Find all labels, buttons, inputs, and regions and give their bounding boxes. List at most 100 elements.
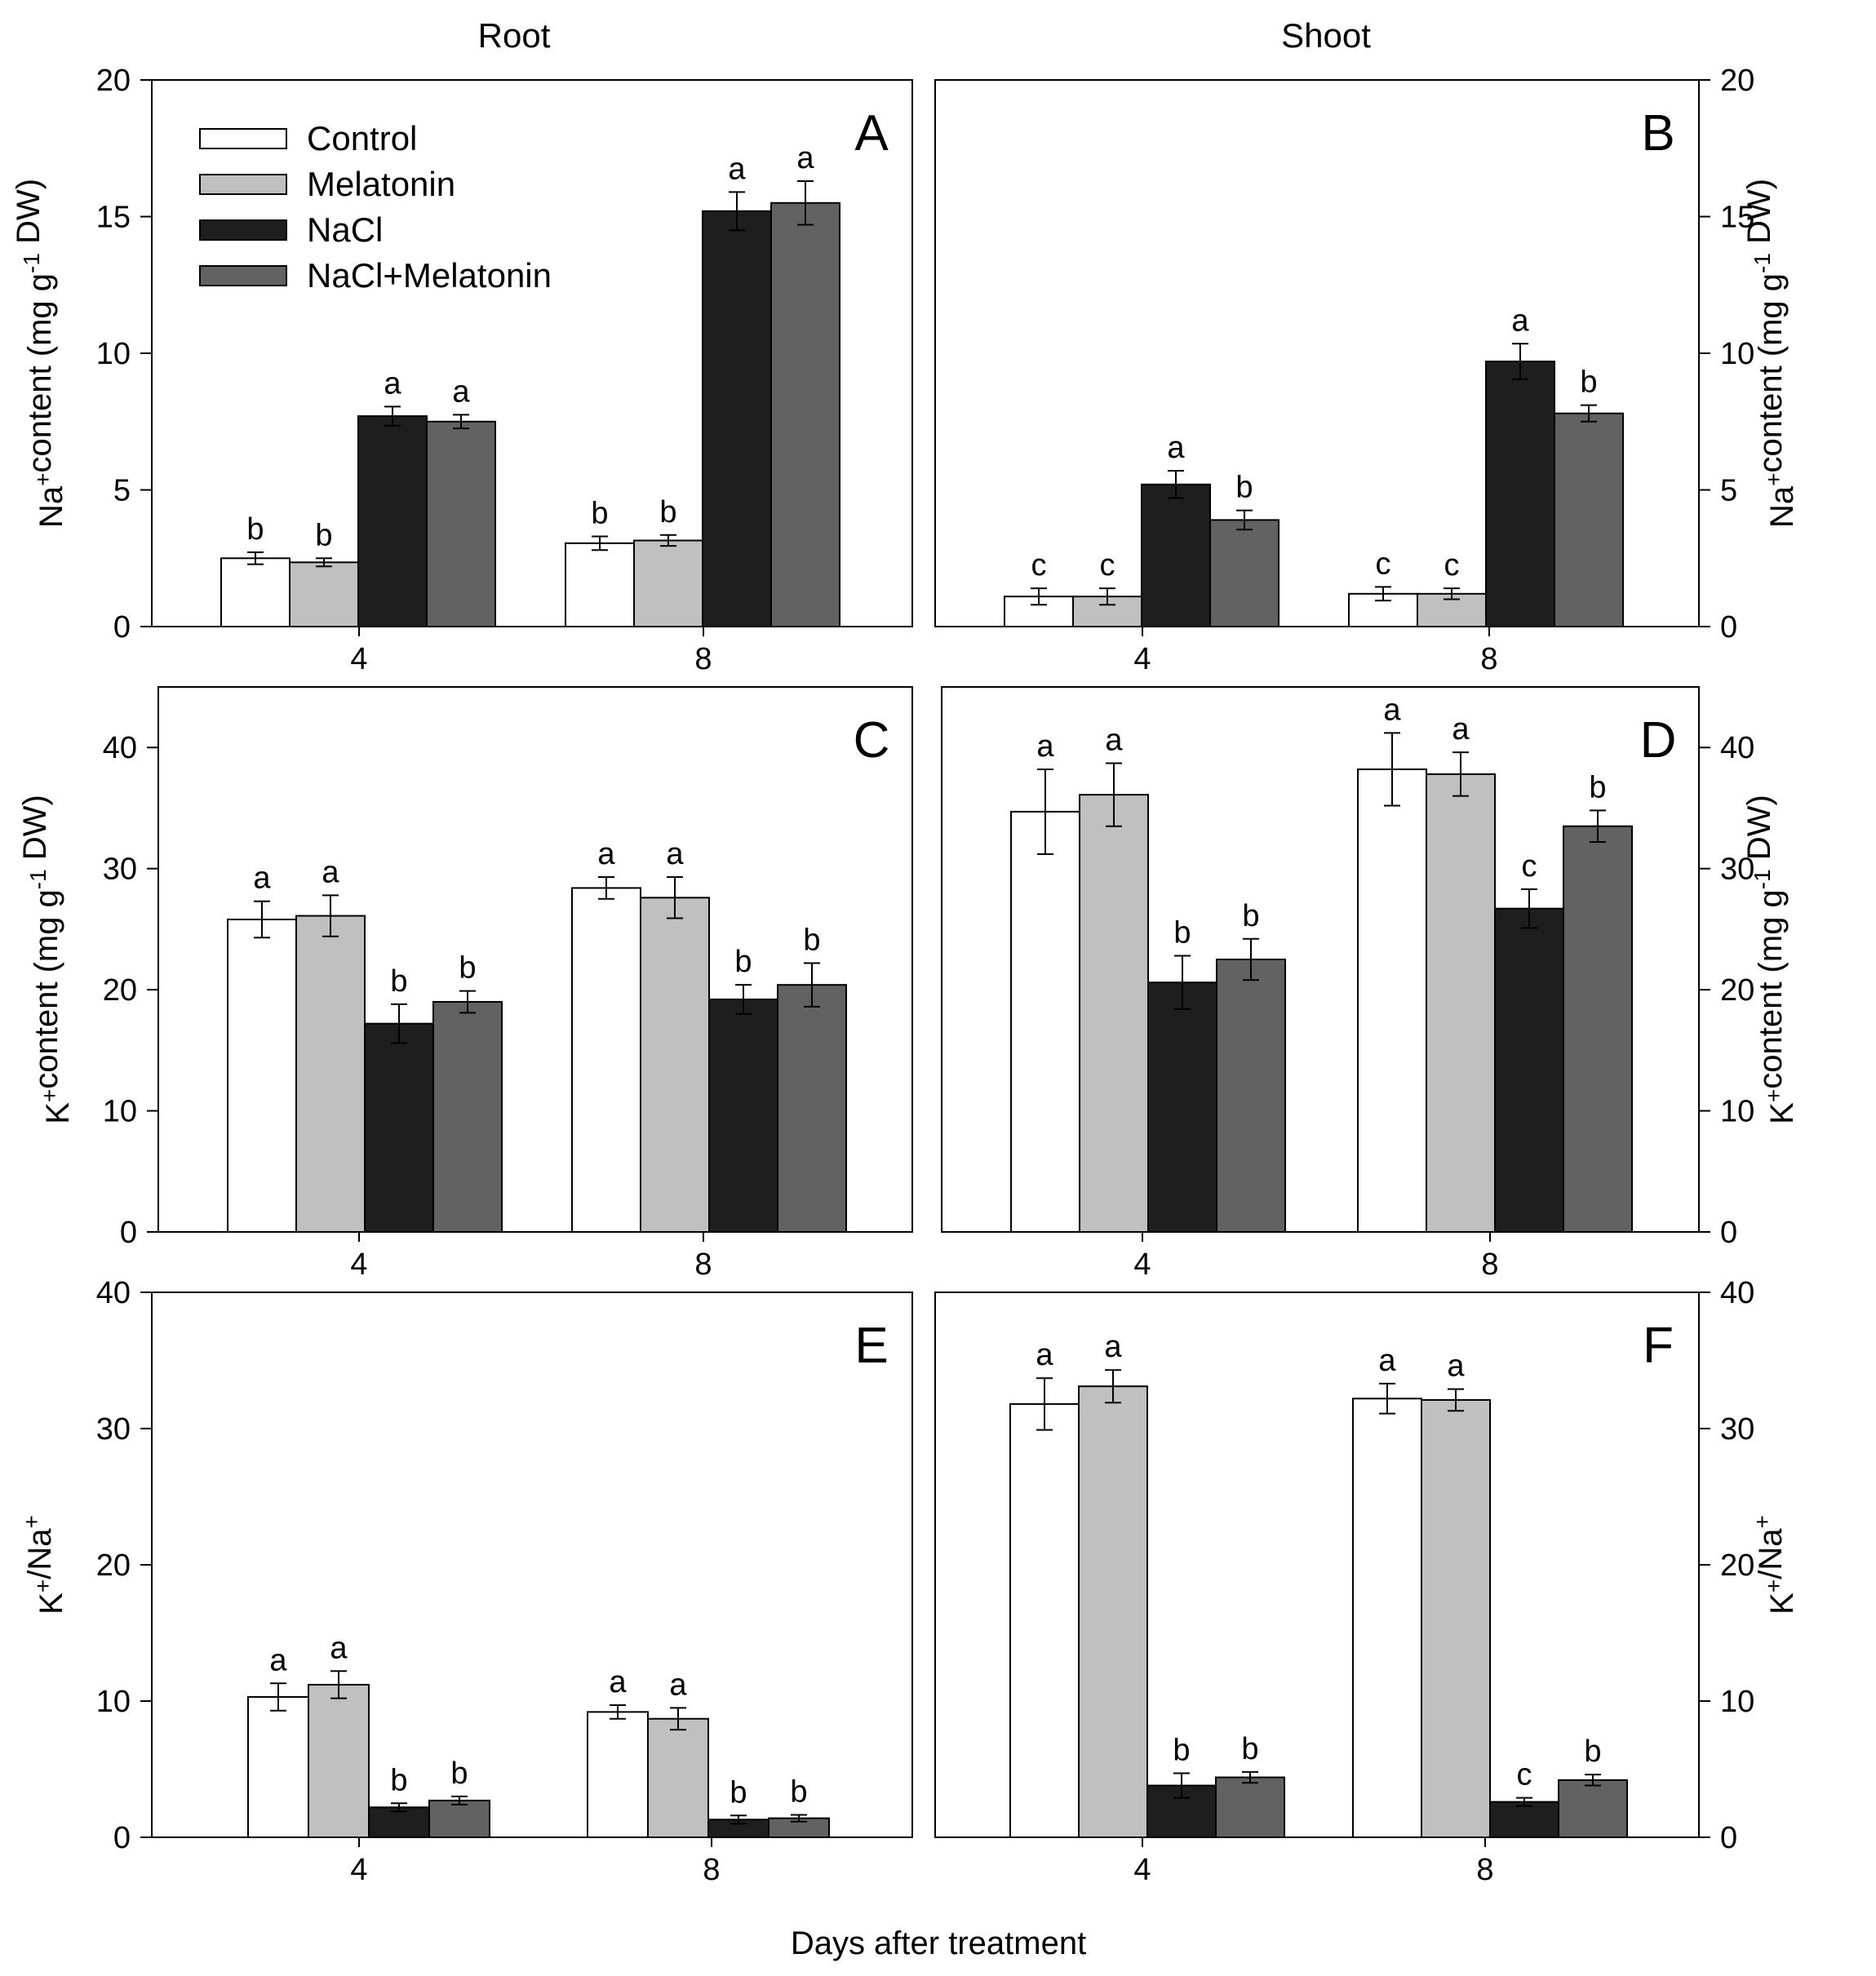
significance-letter: b (459, 951, 476, 986)
x-tick-label: 8 (1476, 1853, 1493, 1887)
x-tick-label: 4 (350, 1853, 367, 1887)
bar-nacl-day-8 (702, 210, 772, 627)
significance-letter: a (384, 366, 401, 401)
y-tick-label: 30 (1720, 1412, 1754, 1447)
significance-letter: a (597, 837, 615, 871)
bar-nacl-melatonin-day-4 (1215, 1776, 1285, 1839)
significance-letter: b (1580, 366, 1597, 400)
significance-letter: a (609, 1665, 627, 1699)
significance-letter: c (1522, 849, 1537, 884)
y-tick-label: 0 (1720, 610, 1737, 645)
significance-letter: b (734, 945, 752, 979)
significance-letter: a (1383, 693, 1401, 727)
significance-letter: a (1036, 1338, 1053, 1372)
bar-control-day-8 (565, 542, 635, 628)
x-tick-label: 8 (1480, 642, 1497, 676)
y-tick-label: 20 (1720, 973, 1754, 1008)
bar-nacl-melatonin-day-4 (1216, 959, 1286, 1233)
significance-letter: c (1031, 548, 1047, 583)
legend-swatch (199, 219, 287, 241)
x-tick-label: 4 (1133, 1853, 1151, 1887)
significance-letter: a (666, 837, 684, 871)
significance-letter: b (315, 518, 332, 552)
significance-letter: b (659, 495, 676, 529)
significance-letter: a (1378, 1344, 1396, 1378)
bar-melatonin-day-4 (1079, 794, 1149, 1233)
column-title-root: Root (478, 16, 551, 55)
significance-letter: b (790, 1774, 807, 1809)
bar-control-day-4 (227, 919, 297, 1233)
y-tick-label: 0 (1720, 1821, 1737, 1855)
bar-melatonin-day-4 (289, 561, 359, 628)
panel-letter: A (854, 105, 889, 162)
bar-nacl-day-4 (1147, 981, 1217, 1234)
significance-letter: b (390, 1763, 407, 1797)
significance-letter: a (1447, 1349, 1465, 1384)
y-tick-label: 20 (96, 1548, 131, 1583)
bar-melatonin-day-8 (640, 897, 710, 1233)
significance-letter: a (452, 374, 470, 409)
significance-letter: b (1235, 471, 1253, 505)
bar-nacl-day-8 (1485, 361, 1555, 627)
legend-swatch (199, 174, 287, 195)
bar-nacl-day-8 (1489, 1801, 1559, 1839)
panel-letter: E (854, 1318, 888, 1374)
significance-letter: b (1173, 916, 1191, 950)
panel-E: 0 10 20 30 40 K+/Na+ 4 8 a a a a b b b b E (19, 1276, 913, 1887)
significance-letter: a (796, 141, 814, 175)
bar-melatonin-day-4 (295, 915, 366, 1234)
panel-A: 0 5 10 15 20 Na+content (mg g-1 DW) 4 8 b b b b a a a a… (11, 64, 913, 676)
y-tick-label: 0 (113, 1821, 131, 1855)
panel-letter: C (854, 712, 890, 769)
significance-letter: b (1173, 1734, 1190, 1768)
significance-letter: b (591, 496, 608, 530)
plot-frame (157, 686, 913, 1233)
y-tick-label: 10 (103, 1095, 137, 1129)
legend-label: Melatonin (307, 165, 455, 203)
bar-melatonin-day-8 (1421, 1398, 1491, 1839)
column-title-shoot: Shoot (1281, 16, 1371, 55)
panel-letter: F (1643, 1318, 1674, 1374)
y-tick-label: 15 (1720, 201, 1754, 235)
significance-letter: a (1036, 729, 1054, 764)
y-tick-label: 20 (103, 973, 137, 1008)
y-tick-label: 10 (96, 337, 131, 371)
y-tick-label: 20 (1720, 1548, 1754, 1583)
bar-nacl-melatonin-day-4 (426, 420, 496, 627)
x-tick-label: 8 (694, 642, 712, 676)
significance-letter: b (1241, 1732, 1258, 1766)
significance-letter: a (1105, 724, 1123, 758)
y-tick-label: 10 (1720, 1685, 1754, 1719)
x-tick-label: 4 (350, 1247, 367, 1282)
bar-melatonin-day-8 (1426, 773, 1496, 1233)
y-tick-label: 0 (1720, 1216, 1737, 1250)
legend-swatch (199, 128, 287, 149)
y-tick-label: 20 (96, 64, 131, 98)
bar-nacl-melatonin-day-8 (1554, 412, 1624, 627)
significance-letter: b (390, 964, 407, 999)
bar-control-day-4 (1010, 810, 1080, 1233)
significance-letter: c (1444, 548, 1460, 583)
bar-control-day-8 (587, 1711, 649, 1839)
significance-letter: a (1167, 431, 1185, 465)
legend-label: NaCl (307, 210, 383, 249)
x-tick-label: 8 (694, 1247, 712, 1282)
significance-letter: c (1517, 1758, 1532, 1792)
bar-control-day-4 (247, 1695, 309, 1838)
legend: Control Melatonin NaCl NaCl+Melatonin (199, 119, 552, 295)
y-tick-label: 30 (1720, 853, 1754, 887)
significance-letter: a (728, 152, 746, 186)
bar-control-day-4 (1009, 1402, 1080, 1838)
y-tick-label: 40 (96, 1276, 131, 1310)
y-tick-label: 30 (103, 853, 137, 887)
bar-nacl-melatonin-day-4 (432, 1000, 503, 1233)
y-axis-title: K+content (mg g-1 DW) (1741, 795, 1800, 1124)
significance-letter: c (1100, 548, 1115, 583)
bar-nacl-day-4 (364, 1022, 434, 1233)
panels: 0 5 10 15 20 Na+content (mg g-1 DW) 4 8 b b b b a a a a… (11, 64, 1800, 1887)
bar-nacl-day-8 (1494, 907, 1564, 1233)
significance-letter: b (1589, 770, 1606, 804)
panel-letter: D (1640, 712, 1677, 769)
y-tick-label: 30 (96, 1412, 131, 1447)
